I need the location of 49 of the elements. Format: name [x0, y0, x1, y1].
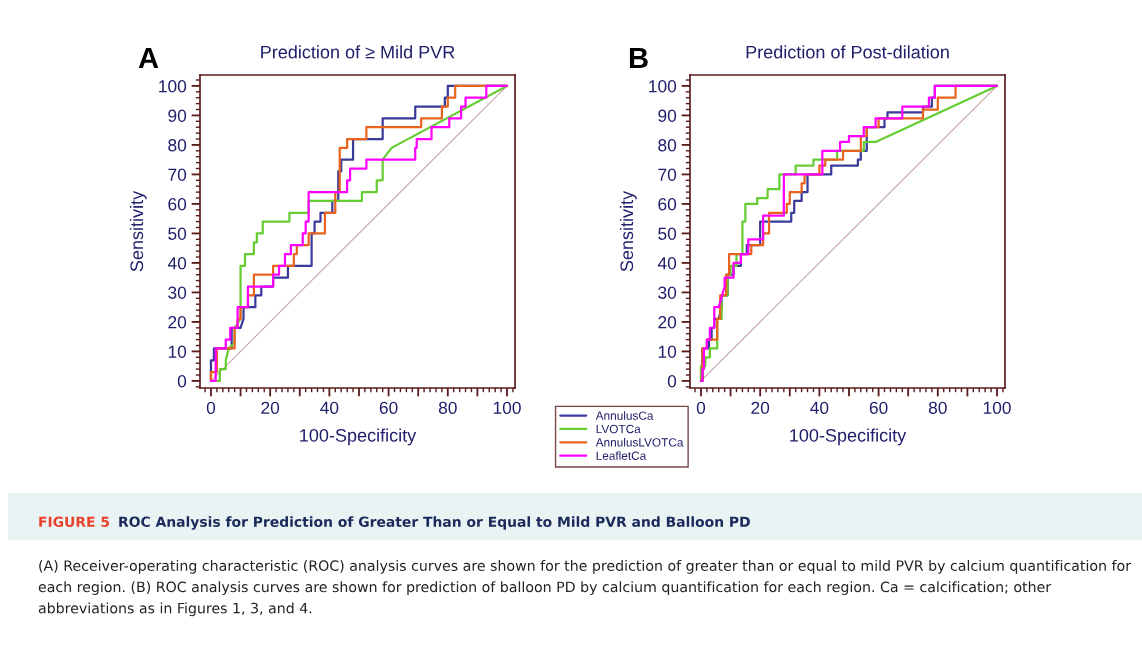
x-tick-label: 60	[869, 401, 888, 414]
x-tick-label: 20	[751, 401, 770, 414]
legend-label: LeafletCa	[596, 451, 647, 460]
x-axis-title: 100-Specificity	[790, 428, 907, 446]
y-tick-label: 90	[658, 109, 677, 122]
legend-label: AnnulusLVOTCa	[595, 437, 684, 447]
text: ROC Analysis for Prediction of Greater Than or Equal to Mild PVR and Balloon PD	[119, 516, 750, 530]
chart-title: Prediction of ≥ Mild PVR	[261, 45, 455, 59]
y-tick-label: 50	[658, 227, 677, 240]
y-tick-label: 60	[168, 198, 187, 211]
caption: FIGURE 5	[39, 516, 110, 528]
x-tick-label: 0	[206, 401, 216, 414]
y-tick-label: 20	[168, 316, 187, 329]
x-tick-label: 20	[261, 401, 280, 414]
text: (A) Receiver-operating characteristic (ROC) analysis curves are shown for the prediction of greater than or equal to mild PVR by calcium quantification for each region. (B) ROC analysis curves are shown for prediction of balloon PD by calcium quantification for each region. Ca = calcification; other abbreviations as in Figures 1, 3, and 4.	[38, 560, 1132, 617]
y-tick-label: 30	[658, 286, 677, 299]
y-tick-label: 70	[658, 168, 677, 181]
x-tick-label: 40	[810, 401, 829, 414]
chart-title: Prediction of Post-dilation	[746, 45, 949, 59]
y-tick-label: 20	[658, 316, 677, 329]
y-tick-label: 80	[658, 139, 677, 152]
legend-label: AnnulusCa	[595, 411, 654, 420]
text: A	[138, 47, 159, 68]
x-tick-label: 80	[438, 401, 457, 414]
y-tick-label: 10	[658, 345, 677, 358]
x-axis-title: 100-Specificity	[300, 428, 417, 446]
x-tick-label: 40	[320, 401, 339, 414]
y-tick-label: 0	[667, 375, 677, 388]
text: B	[629, 47, 648, 68]
x-tick-label: 80	[928, 401, 947, 414]
y-tick-label: 0	[177, 375, 187, 388]
y-tick-label: 90	[168, 109, 187, 122]
legend-label: LVOTCa	[596, 424, 641, 434]
y-axis-title: Sensitivity	[619, 190, 637, 272]
y-tick-label: 30	[168, 286, 187, 299]
y-tick-label: 70	[168, 168, 187, 181]
y-tick-label: 40	[657, 257, 677, 270]
y-tick-label: 100	[159, 80, 187, 93]
y-axis-title: Sensitivity	[129, 190, 147, 272]
y-tick-label: 100	[649, 80, 677, 93]
y-tick-label: 10	[168, 345, 187, 358]
x-tick-label: 60	[379, 401, 398, 414]
x-tick-label: 0	[696, 401, 706, 414]
y-tick-label: 40	[167, 257, 187, 270]
x-tick-label: 100	[493, 401, 521, 414]
x-tick-label: 100	[983, 401, 1011, 414]
y-tick-label: 50	[168, 227, 187, 240]
y-tick-label: 80	[168, 139, 187, 152]
y-tick-label: 60	[658, 198, 677, 211]
